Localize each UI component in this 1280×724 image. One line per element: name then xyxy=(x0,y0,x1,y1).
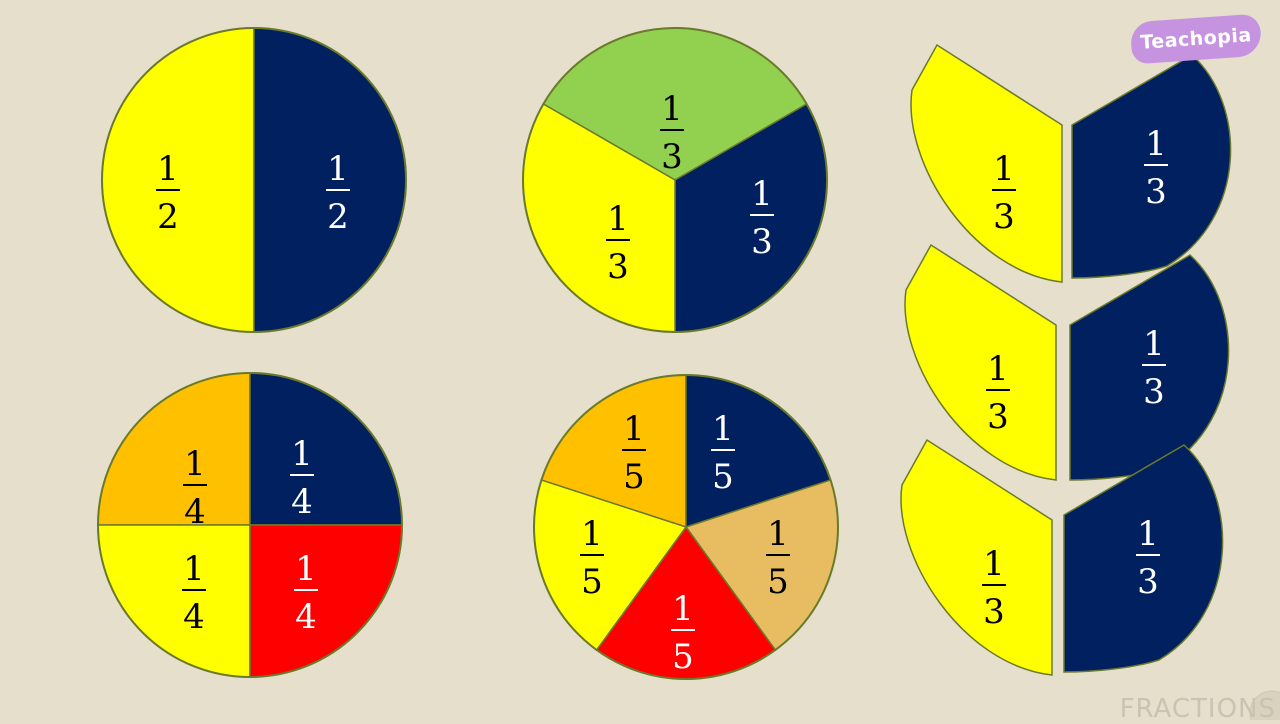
corner-disc xyxy=(1249,690,1280,720)
fraction-denominator: 3 xyxy=(1143,372,1165,412)
fraction-label: 14 xyxy=(183,444,207,532)
fraction-denominator: 3 xyxy=(1137,562,1159,602)
fraction-numerator: 1 xyxy=(1145,124,1167,164)
fraction-slice-red xyxy=(249,524,403,678)
fraction-denominator: 3 xyxy=(751,222,773,262)
brand-name: Teachopia xyxy=(1139,24,1253,54)
fraction-denominator: 3 xyxy=(983,592,1005,632)
fraction-numerator: 1 xyxy=(581,514,603,554)
fraction-denominator: 2 xyxy=(327,197,349,237)
third-piece-left xyxy=(910,43,1063,283)
circle-outline xyxy=(101,27,407,333)
footer-title: FRACTIONS xyxy=(1119,694,1276,724)
fraction-label: 14 xyxy=(290,434,314,522)
fraction-denominator: 4 xyxy=(184,492,206,532)
fraction-numerator: 1 xyxy=(993,149,1015,189)
fraction-label: 15 xyxy=(622,409,646,497)
fraction-denominator: 5 xyxy=(672,637,694,677)
third-piece-right xyxy=(1069,254,1230,481)
fraction-denominator: 5 xyxy=(623,457,645,497)
fraction-label: 14 xyxy=(294,549,318,637)
fraction-label: 13 xyxy=(992,149,1016,237)
fraction-numerator: 1 xyxy=(983,544,1005,584)
fraction-denominator: 3 xyxy=(987,397,1009,437)
third-piece-left xyxy=(900,438,1053,676)
fraction-slice-orange xyxy=(97,372,251,526)
fraction-numerator: 1 xyxy=(751,174,773,214)
fraction-denominator: 2 xyxy=(157,197,179,237)
circle-outline xyxy=(522,27,828,333)
fraction-numerator: 1 xyxy=(672,589,694,629)
fraction-slice-navy xyxy=(249,372,403,526)
third-piece-left xyxy=(904,243,1057,481)
fraction-numerator: 1 xyxy=(291,434,313,474)
third-piece-right xyxy=(1071,54,1232,279)
fraction-denominator: 4 xyxy=(291,482,313,522)
fraction-label: 13 xyxy=(986,349,1010,437)
fraction-label: 15 xyxy=(671,589,695,677)
fraction-label: 13 xyxy=(1144,124,1168,212)
circle-outline xyxy=(97,372,403,678)
fraction-denominator: 3 xyxy=(607,247,629,287)
fraction-numerator: 1 xyxy=(184,444,206,484)
fraction-label: 15 xyxy=(766,514,790,602)
fraction-label: 13 xyxy=(1142,324,1166,412)
fraction-numerator: 1 xyxy=(327,149,349,189)
fraction-numerator: 1 xyxy=(183,549,205,589)
third-piece-right xyxy=(1063,444,1224,673)
fraction-numerator: 1 xyxy=(157,149,179,189)
circle-outline xyxy=(533,374,839,680)
fraction-label: 14 xyxy=(182,549,206,637)
fraction-denominator: 4 xyxy=(295,597,317,637)
fraction-numerator: 1 xyxy=(607,199,629,239)
fraction-label: 13 xyxy=(982,544,1006,632)
fraction-numerator: 1 xyxy=(767,514,789,554)
fraction-label: 15 xyxy=(580,514,604,602)
fraction-numerator: 1 xyxy=(987,349,1009,389)
fraction-numerator: 1 xyxy=(712,409,734,449)
fraction-numerator: 1 xyxy=(1137,514,1159,554)
fraction-denominator: 4 xyxy=(183,597,205,637)
fraction-label: 12 xyxy=(326,149,350,237)
fraction-label: 15 xyxy=(711,409,735,497)
fraction-denominator: 3 xyxy=(661,137,683,177)
fraction-label: 12 xyxy=(156,149,180,237)
fraction-label: 13 xyxy=(606,199,630,287)
fraction-numerator: 1 xyxy=(1143,324,1165,364)
fraction-denominator: 3 xyxy=(1145,172,1167,212)
fraction-slice-yellow xyxy=(97,524,251,678)
fraction-numerator: 1 xyxy=(623,409,645,449)
fraction-label: 13 xyxy=(1136,514,1160,602)
fraction-label: 13 xyxy=(660,89,684,177)
fraction-label: 13 xyxy=(750,174,774,262)
fraction-numerator: 1 xyxy=(295,549,317,589)
fraction-denominator: 5 xyxy=(581,562,603,602)
fraction-numerator: 1 xyxy=(661,89,683,129)
fraction-denominator: 5 xyxy=(712,457,734,497)
fraction-denominator: 3 xyxy=(993,197,1015,237)
fraction-denominator: 5 xyxy=(767,562,789,602)
